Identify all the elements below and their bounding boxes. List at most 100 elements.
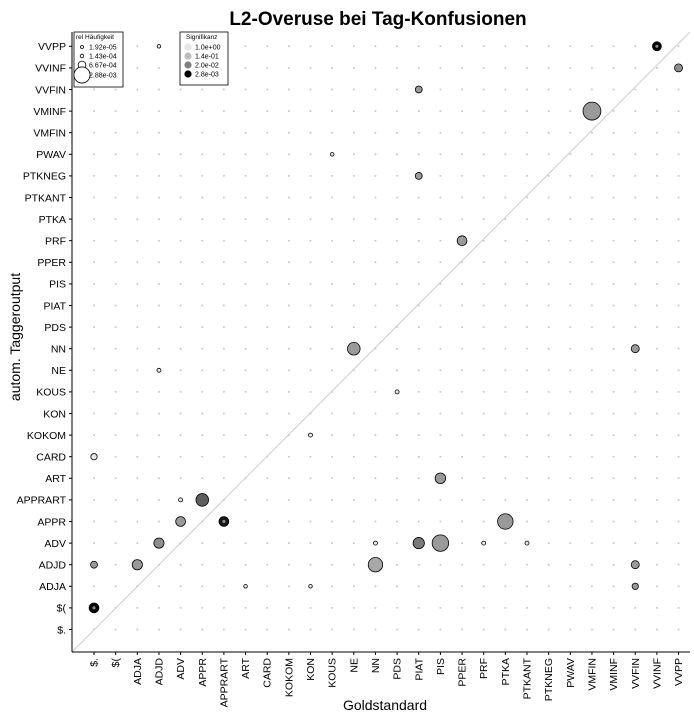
grid-dot [374,455,377,458]
grid-dot [417,520,420,523]
grid-dot [93,261,95,264]
grid-dot [439,434,442,437]
grid-dot [157,520,160,523]
grid-dot [504,542,507,545]
grid-dot [352,390,355,393]
grid-dot [634,174,637,177]
grid-dot [439,369,442,372]
grid-dot [201,628,204,631]
x-tick-label: PDS [392,658,404,680]
grid-dot [569,520,572,523]
grid-dot [244,218,247,221]
grid-dot [677,174,680,177]
grid-dot [222,218,225,221]
grid-dot [244,239,247,242]
y-tick-label: CARD [36,452,66,464]
grid-dot [655,542,658,545]
grid-dot [309,88,312,91]
grid-dot [634,282,637,285]
grid-dot [504,347,507,350]
grid-dot [396,498,399,501]
grid-dot [136,282,139,285]
grid-dot [461,520,464,523]
legend-significance-title: Signifikanz [186,34,217,41]
grid-dot [136,498,139,501]
x-axis-label: Goldstandard [343,697,427,713]
data-point [153,537,165,549]
grid-dot [222,455,225,458]
grid-dot [526,282,528,285]
grid-dot [482,477,485,480]
grid-dot [677,585,680,588]
legend-significance: Signifikanz 1.0e+00 1.4e-01 2.0e-02 2.8e-03 [179,31,229,86]
grid-dot [417,455,420,458]
grid-dot [157,196,160,199]
grid-dot [655,282,658,285]
grid-dot [677,563,680,566]
grid-dot [287,66,290,69]
grid-dot [547,412,550,415]
grid-dot [634,261,637,264]
grid-dot [157,282,160,285]
grid-dot [374,628,377,631]
grid-dot [93,477,95,480]
grid-dot [352,326,355,329]
grid-dot [244,390,247,393]
grid-dot [266,131,269,134]
grid-dot [439,110,442,113]
grid-dot [547,88,550,91]
grid-dot [93,498,95,501]
grid-dot [331,304,334,307]
data-point [630,344,640,354]
grid-dot [352,153,355,156]
grid-dot [244,563,247,566]
grid-dot [547,606,550,609]
axes [71,32,690,653]
grid-dot [287,542,290,545]
grid-dot [374,261,377,264]
grid-dot [655,110,658,113]
grid-dot [612,110,615,113]
grid-dot [114,153,117,156]
grid-dot [157,455,160,458]
grid-dot [655,477,658,480]
grid-dot [331,196,334,199]
grid-dot [396,369,399,372]
grid-dot [612,347,615,350]
grid-dot [352,606,355,609]
grid-dot [331,520,334,523]
grid-dot [266,628,269,631]
data-points [88,41,683,614]
grid-dot [352,585,355,588]
grid-dot [569,542,572,545]
grid-dot [331,174,334,177]
grid-dot [309,520,312,523]
grid-dot [634,239,637,242]
grid-dot [179,606,182,609]
grid-dot [331,131,334,134]
grid-dot [222,88,225,91]
grid-dot [634,45,637,48]
grid-dot [331,498,334,501]
grid-dot [157,628,160,631]
grid-dot [590,261,593,264]
grid-dot [266,218,269,221]
legend-frequency-symbol [79,53,85,59]
grid-dot [504,390,507,393]
grid-dot [590,347,593,350]
x-tick-label: KOUS [327,658,339,688]
x-tick-label: ART [240,657,252,678]
grid-dot [114,196,117,199]
grid-dot [93,542,95,545]
grid-dot [526,88,528,91]
grid-dot [179,390,182,393]
legend-significance-label: 2.0e-02 [195,62,219,69]
grid-dot [331,412,334,415]
grid-dot [266,196,269,199]
grid-dot [612,66,615,69]
grid-dot [114,282,117,285]
grid-dot [417,45,420,48]
grid-dot [461,563,464,566]
grid-dot [590,326,593,329]
grid-dot [569,88,572,91]
